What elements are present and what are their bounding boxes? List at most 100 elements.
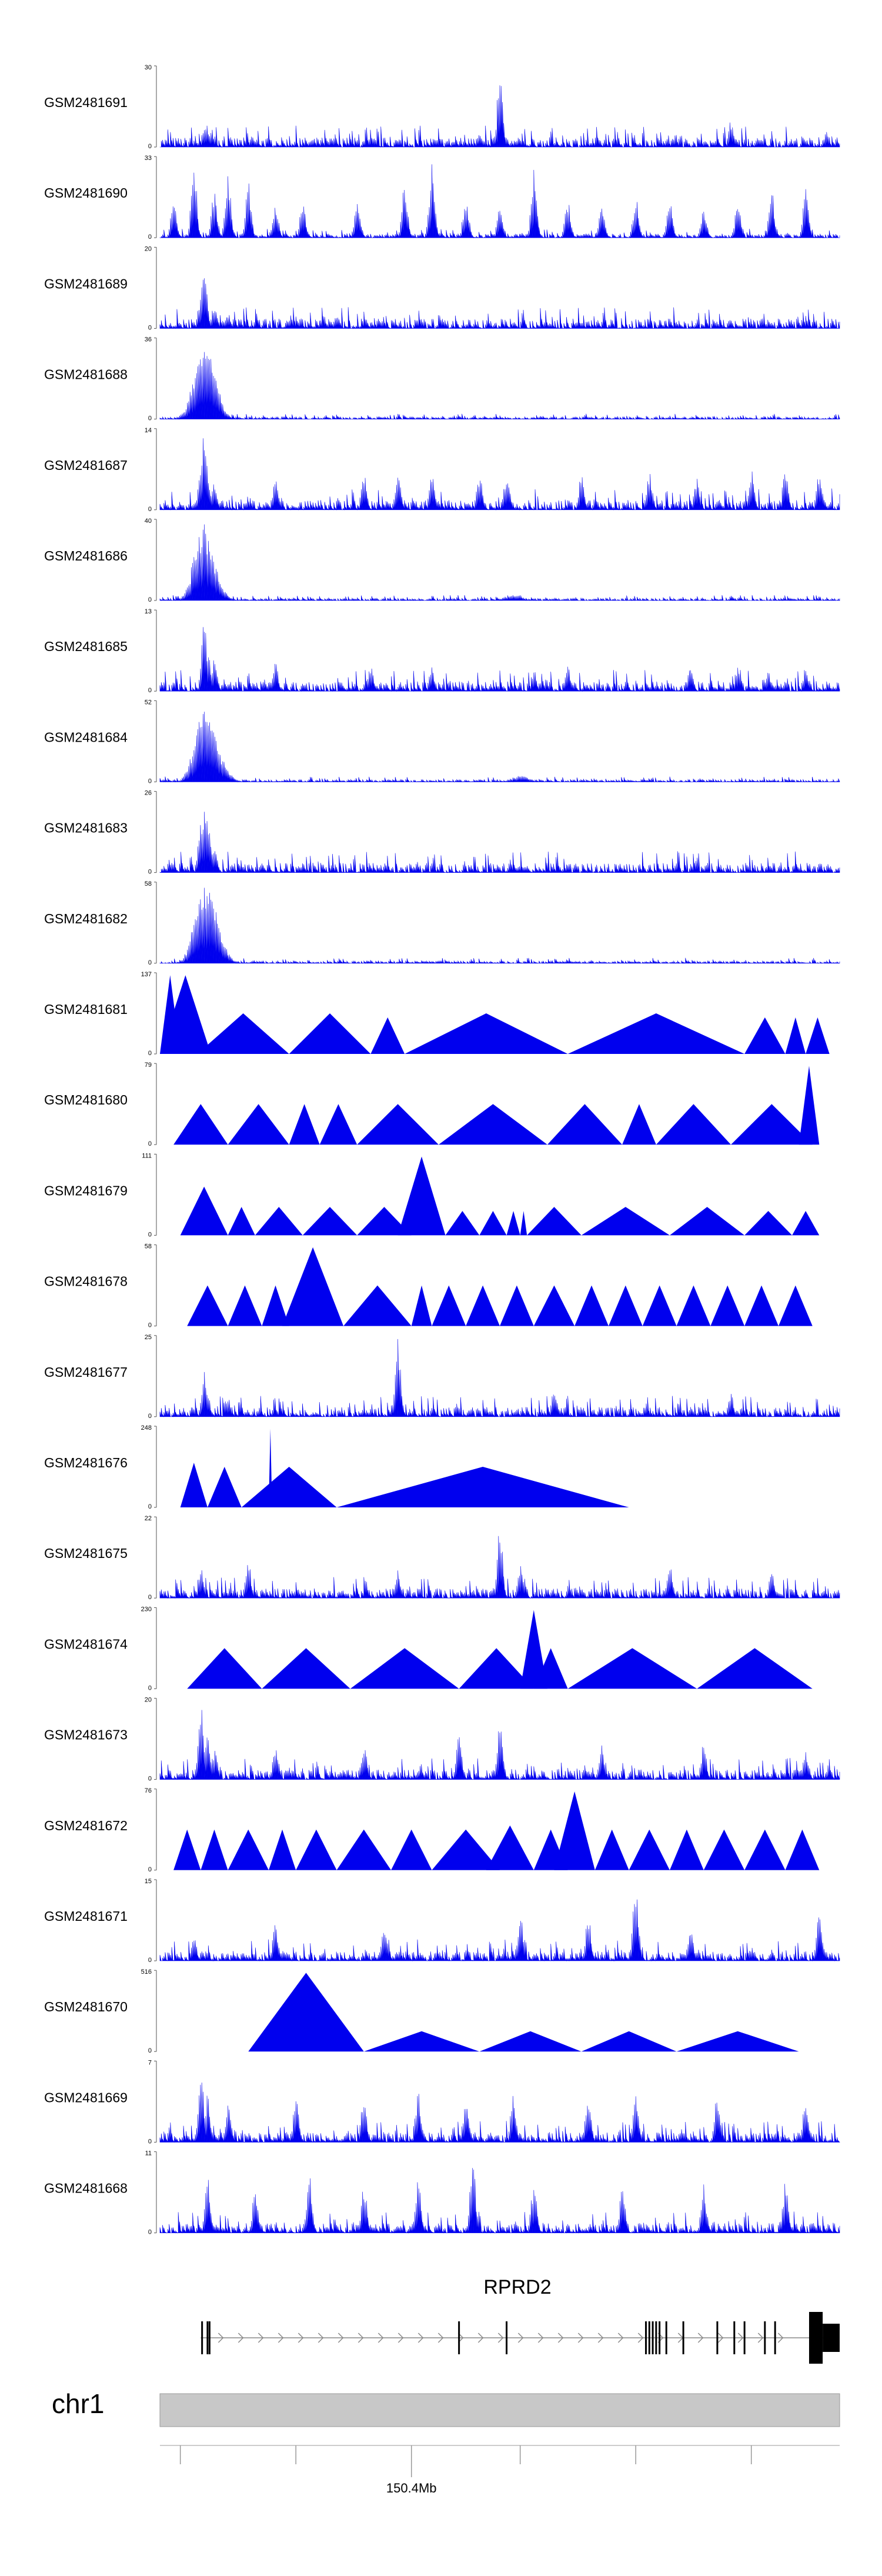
ymax-label: 79: [145, 1062, 152, 1069]
ymin-label: 0: [148, 687, 152, 694]
coverage-triangle: [432, 1285, 466, 1326]
coverage-triangle: [520, 1211, 527, 1236]
track-label: GSM2481675: [44, 1546, 128, 1561]
track-GSM2481678: GSM2481678 58 0: [44, 1243, 813, 1329]
track-label: GSM2481686: [44, 548, 128, 563]
strand-chevron: [377, 2333, 384, 2343]
ymin-label: 0: [148, 869, 152, 876]
coverage-triangle: [629, 1829, 670, 1870]
coverage-triangle: [731, 1104, 813, 1145]
track-label: GSM2481672: [44, 1818, 128, 1833]
coverage-triangle: [744, 1017, 786, 1054]
coverage-area: [159, 438, 840, 510]
coverage-triangle: [255, 1207, 303, 1236]
coverage-triangle: [479, 1211, 507, 1236]
coverage-triangle: [567, 1648, 697, 1689]
strand-chevron: [397, 2333, 404, 2343]
coverage-triangle: [778, 1285, 813, 1326]
strand-chevron: [537, 2333, 544, 2343]
strand-chevron: [358, 2333, 364, 2343]
track-GSM2481681: GSM2481681 137 0: [44, 971, 830, 1057]
coverage-triangle: [350, 1648, 459, 1689]
track-label: GSM2481690: [44, 185, 128, 201]
ymax-label: 7: [148, 2059, 152, 2066]
coverage-area: [159, 812, 840, 873]
strand-chevron: [298, 2333, 304, 2343]
ymin-label: 0: [148, 324, 152, 331]
coverage-area: [159, 1339, 840, 1417]
coverage-triangle: [459, 1648, 534, 1689]
coverage-triangle: [228, 1285, 262, 1326]
coverage-area: [159, 2082, 840, 2143]
strand-chevron: [437, 2333, 444, 2343]
coverage-triangle: [670, 1207, 745, 1236]
coverage-triangle: [241, 1467, 337, 1507]
track-GSM2481674: GSM2481674 230 0: [44, 1606, 813, 1691]
gene-exon: [208, 2321, 211, 2354]
coverage-triangle: [697, 1648, 813, 1689]
track-label: GSM2481691: [44, 95, 128, 110]
strand-chevron: [258, 2333, 264, 2343]
coverage-triangle: [173, 1829, 201, 1870]
track-GSM2481676: GSM2481676 248 0: [44, 1424, 629, 1510]
coverage-triangle: [608, 1285, 643, 1326]
track-label: GSM2481680: [44, 1092, 128, 1107]
ymax-label: 20: [145, 1697, 152, 1704]
track-GSM2481668: GSM2481668 11 0: [44, 2150, 840, 2236]
coverage-area: [159, 1899, 840, 1962]
coverage-area: [159, 164, 840, 239]
coverage-triangle: [642, 1285, 677, 1326]
coverage-triangle: [486, 1825, 534, 1870]
coverage-triangle: [319, 1104, 358, 1145]
strand-chevron: [517, 2333, 524, 2343]
coverage-triangle: [187, 1285, 228, 1326]
track-GSM2481685: GSM2481685 13 0: [44, 608, 840, 694]
track-label: GSM2481687: [44, 458, 128, 473]
strand-chevron: [417, 2333, 424, 2343]
coverage-triangle: [506, 1211, 520, 1236]
gene-exon: [764, 2321, 766, 2354]
gene-exon: [665, 2321, 667, 2354]
coverage-triangle: [527, 1207, 582, 1236]
coverage-triangle: [792, 1211, 820, 1236]
track-GSM2481670: GSM2481670 516 0: [44, 1968, 799, 2054]
chromosome-label: chr1: [52, 2388, 104, 2419]
chromosome-ideogram: [159, 2393, 840, 2427]
ymax-label: 15: [145, 1878, 152, 1885]
ymax-label: 26: [145, 790, 152, 797]
track-GSM2481689: GSM2481689 20 0: [44, 245, 840, 331]
track-label: GSM2481689: [44, 276, 128, 291]
ymax-label: 516: [141, 1968, 152, 1976]
strand-chevron: [497, 2333, 504, 2343]
track-label: GSM2481678: [44, 1274, 128, 1289]
coverage-triangle: [411, 1285, 432, 1326]
strand-chevron: [477, 2333, 484, 2343]
ymax-label: 58: [145, 880, 152, 887]
ymin-label: 0: [148, 2138, 152, 2145]
track-label: GSM2481676: [44, 1455, 128, 1470]
track-label: GSM2481669: [44, 2090, 128, 2105]
coverage-triangle: [397, 1156, 446, 1236]
ymin-label: 0: [148, 1684, 152, 1691]
coverage-triangle: [581, 1207, 670, 1236]
gene-track: RPRD2: [201, 2276, 840, 2364]
coverage-triangle: [248, 1973, 364, 2052]
gene-label: RPRD2: [483, 2276, 551, 2298]
coverage-triangle: [343, 1285, 412, 1326]
coverage-triangle: [302, 1207, 358, 1236]
track-GSM2481691: GSM2481691 30 0: [44, 64, 840, 150]
coverage-triangle: [670, 1829, 704, 1870]
coverage-triangle: [296, 1829, 337, 1870]
track-GSM2481679: GSM2481679 111 0: [44, 1152, 820, 1238]
coverage-triangle: [201, 1829, 228, 1870]
ymin-label: 0: [148, 778, 152, 785]
coverage-area: [159, 887, 840, 964]
ymax-label: 11: [145, 2150, 152, 2157]
coverage-triangle: [785, 1829, 820, 1870]
track-label: GSM2481682: [44, 911, 128, 926]
track-GSM2481680: GSM2481680 79 0: [44, 1062, 820, 1147]
coverage-area: [159, 627, 840, 692]
coverage-triangle: [676, 1285, 711, 1326]
coverage-triangle: [268, 1429, 272, 1507]
coverage-triangle: [405, 1013, 568, 1054]
